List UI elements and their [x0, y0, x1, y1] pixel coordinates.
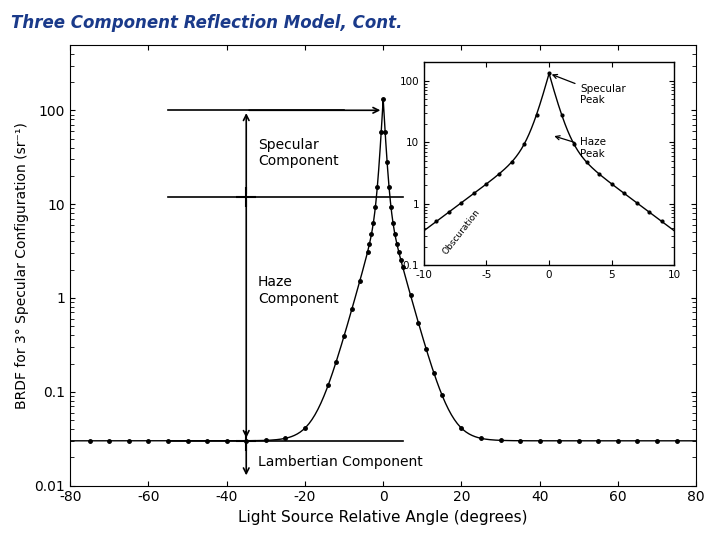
Y-axis label: BRDF for 3° Specular Configuration (sr⁻¹): BRDF for 3° Specular Configuration (sr⁻¹… [15, 122, 29, 409]
Text: Lambertian Component: Lambertian Component [258, 455, 423, 469]
Text: Specular
Component: Specular Component [258, 138, 338, 168]
Text: Three Component Reflection Model, Cont.: Three Component Reflection Model, Cont. [11, 14, 402, 31]
X-axis label: Light Source Relative Angle (degrees): Light Source Relative Angle (degrees) [238, 510, 528, 525]
Text: Haze
Component: Haze Component [258, 275, 338, 306]
